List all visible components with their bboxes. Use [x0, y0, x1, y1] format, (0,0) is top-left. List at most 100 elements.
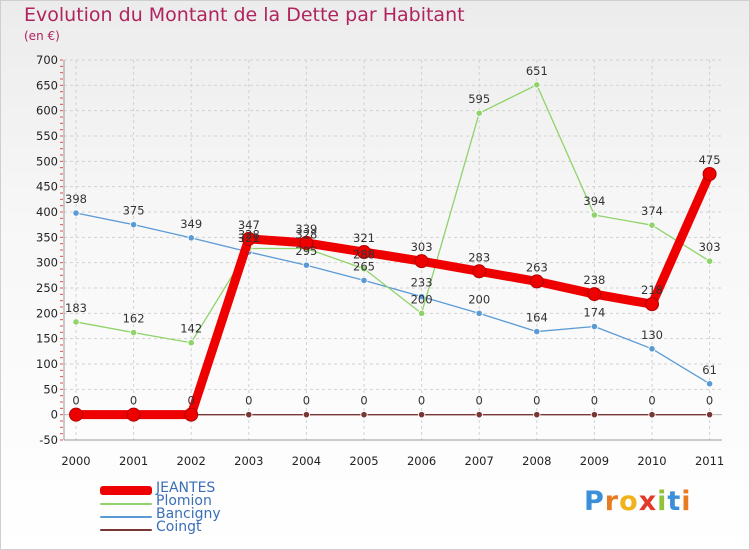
- legend-swatch: [100, 529, 152, 531]
- x-tick-label: 2004: [292, 454, 321, 468]
- data-label-coingt: 0: [591, 394, 598, 408]
- legend-label: Bancigny: [156, 506, 221, 522]
- chart-subtitle: (en €): [24, 29, 60, 43]
- x-tick-label: 2011: [695, 454, 724, 468]
- data-label-bancigny: 398: [65, 192, 87, 206]
- data-point-coingt: [302, 411, 310, 419]
- data-label-bancigny: 130: [641, 328, 663, 342]
- data-label-jeantes: 283: [468, 250, 490, 264]
- logo-letter: t: [667, 486, 682, 517]
- x-tick-label: 2000: [61, 454, 90, 468]
- data-point-coingt: [648, 411, 656, 419]
- y-tick-label: 50: [43, 382, 58, 396]
- data-point-bancigny: [302, 261, 310, 269]
- proxiti-logo: Proxiti: [584, 486, 692, 517]
- data-label-jeantes: 475: [699, 153, 721, 167]
- data-point-bancigny: [187, 234, 195, 242]
- data-label-plomion: 303: [699, 240, 721, 254]
- data-labels: 0 0 0 0 0 0 0 0 0 398 375 349 321 295 265 233 200 164 174 1…: [65, 64, 721, 408]
- data-point-coingt: [590, 411, 599, 419]
- data-label-plomion: 183: [65, 301, 87, 315]
- data-point-bancigny: [72, 209, 80, 217]
- data-point-plomion: [475, 109, 483, 117]
- legend-label: Plomion: [156, 493, 212, 509]
- y-tick-label: 400: [36, 205, 58, 219]
- series-line-jeantes: [71, 169, 715, 420]
- y-tick-label: 550: [36, 129, 58, 143]
- data-label-jeantes: 347: [238, 218, 260, 232]
- data-point-jeantes: [702, 167, 717, 181]
- logo-letter: i: [657, 486, 668, 517]
- data-label-jeantes: 339: [295, 222, 317, 236]
- data-point-bancigny: [475, 309, 483, 317]
- data-label-coingt: 0: [533, 394, 540, 408]
- data-point-jeantes: [587, 287, 602, 302]
- logo-letter: i: [681, 486, 692, 517]
- data-label-coingt: 0: [706, 394, 713, 408]
- data-label-jeantes: 218: [641, 283, 663, 297]
- series-lines: [69, 81, 717, 422]
- y-tick-label: 200: [36, 306, 58, 320]
- data-point-plomion: [590, 211, 599, 219]
- data-point-plomion: [72, 318, 80, 326]
- data-point-coingt: [360, 411, 368, 419]
- data-label-bancigny: 164: [526, 311, 548, 325]
- data-label-plomion: 328: [295, 227, 317, 241]
- data-point-plomion: [130, 328, 138, 337]
- y-tick-label: 600: [36, 104, 58, 118]
- data-label-bancigny: 174: [583, 306, 605, 320]
- data-label-plomion: 288: [353, 248, 375, 262]
- data-point-jeantes: [299, 235, 314, 250]
- data-label-bancigny: 233: [411, 276, 433, 290]
- legend-label: Coingt: [156, 519, 202, 535]
- data-label-bancigny: 61: [702, 363, 717, 377]
- chart-title: Evolution du Montant de la Dette par Hab…: [24, 4, 465, 26]
- data-point-coingt: [245, 411, 253, 419]
- data-point-coingt: [475, 411, 483, 419]
- data-point-jeantes: [645, 297, 659, 312]
- data-label-coingt: 0: [418, 394, 425, 408]
- y-tick-label: -50: [39, 433, 58, 447]
- data-label-plomion: 651: [526, 64, 548, 78]
- data-point-jeantes: [69, 407, 83, 422]
- data-label-plomion: 374: [641, 204, 663, 218]
- data-label-jeantes: 303: [411, 240, 433, 254]
- data-label-coingt: 0: [303, 394, 310, 408]
- data-label-bancigny: 321: [238, 231, 260, 245]
- data-point-plomion: [705, 257, 714, 265]
- series-line-plomion: [75, 84, 711, 344]
- y-tick-label: 300: [36, 256, 58, 270]
- y-tick-label: 150: [36, 332, 58, 346]
- data-label-jeantes: 238: [583, 273, 605, 287]
- data-label-jeantes: 0: [72, 394, 79, 408]
- grid-lines: [64, 59, 722, 441]
- data-point-plomion: [533, 81, 541, 89]
- legend-swatch: [100, 516, 152, 518]
- data-point-jeantes: [414, 254, 429, 269]
- data-label-jeantes: 0: [188, 394, 195, 408]
- x-tick-label: 2006: [407, 454, 436, 468]
- data-point-bancigny: [590, 322, 599, 331]
- logo-letter: P: [584, 486, 605, 517]
- x-tick-label: 2003: [234, 454, 263, 468]
- data-label-plomion: 595: [468, 92, 490, 106]
- data-label-plomion: 142: [180, 322, 202, 336]
- x-tick-label: 2001: [119, 454, 148, 468]
- legend-swatch: [100, 486, 152, 495]
- data-label-plomion: 200: [411, 292, 433, 306]
- data-label-bancigny: 295: [295, 244, 317, 258]
- data-point-bancigny: [648, 345, 656, 353]
- data-point-plomion: [360, 265, 368, 273]
- data-label-bancigny: 265: [353, 259, 375, 273]
- line-chart: -50 0 50 100 150 200 250 300 350 400 450 500 550 600 6…: [36, 53, 724, 468]
- data-label-bancigny: 200: [468, 292, 490, 306]
- x-tick-label: 2010: [637, 454, 666, 468]
- data-label-plomion: 328: [238, 227, 260, 241]
- data-point-bancigny: [360, 276, 368, 284]
- data-point-coingt: [417, 411, 426, 419]
- data-label-bancigny: 349: [180, 217, 202, 231]
- logo-letter: o: [619, 486, 639, 517]
- data-label-jeantes: 0: [130, 394, 137, 408]
- x-tick-label: 2005: [349, 454, 378, 468]
- y-tick-label: 250: [36, 281, 58, 295]
